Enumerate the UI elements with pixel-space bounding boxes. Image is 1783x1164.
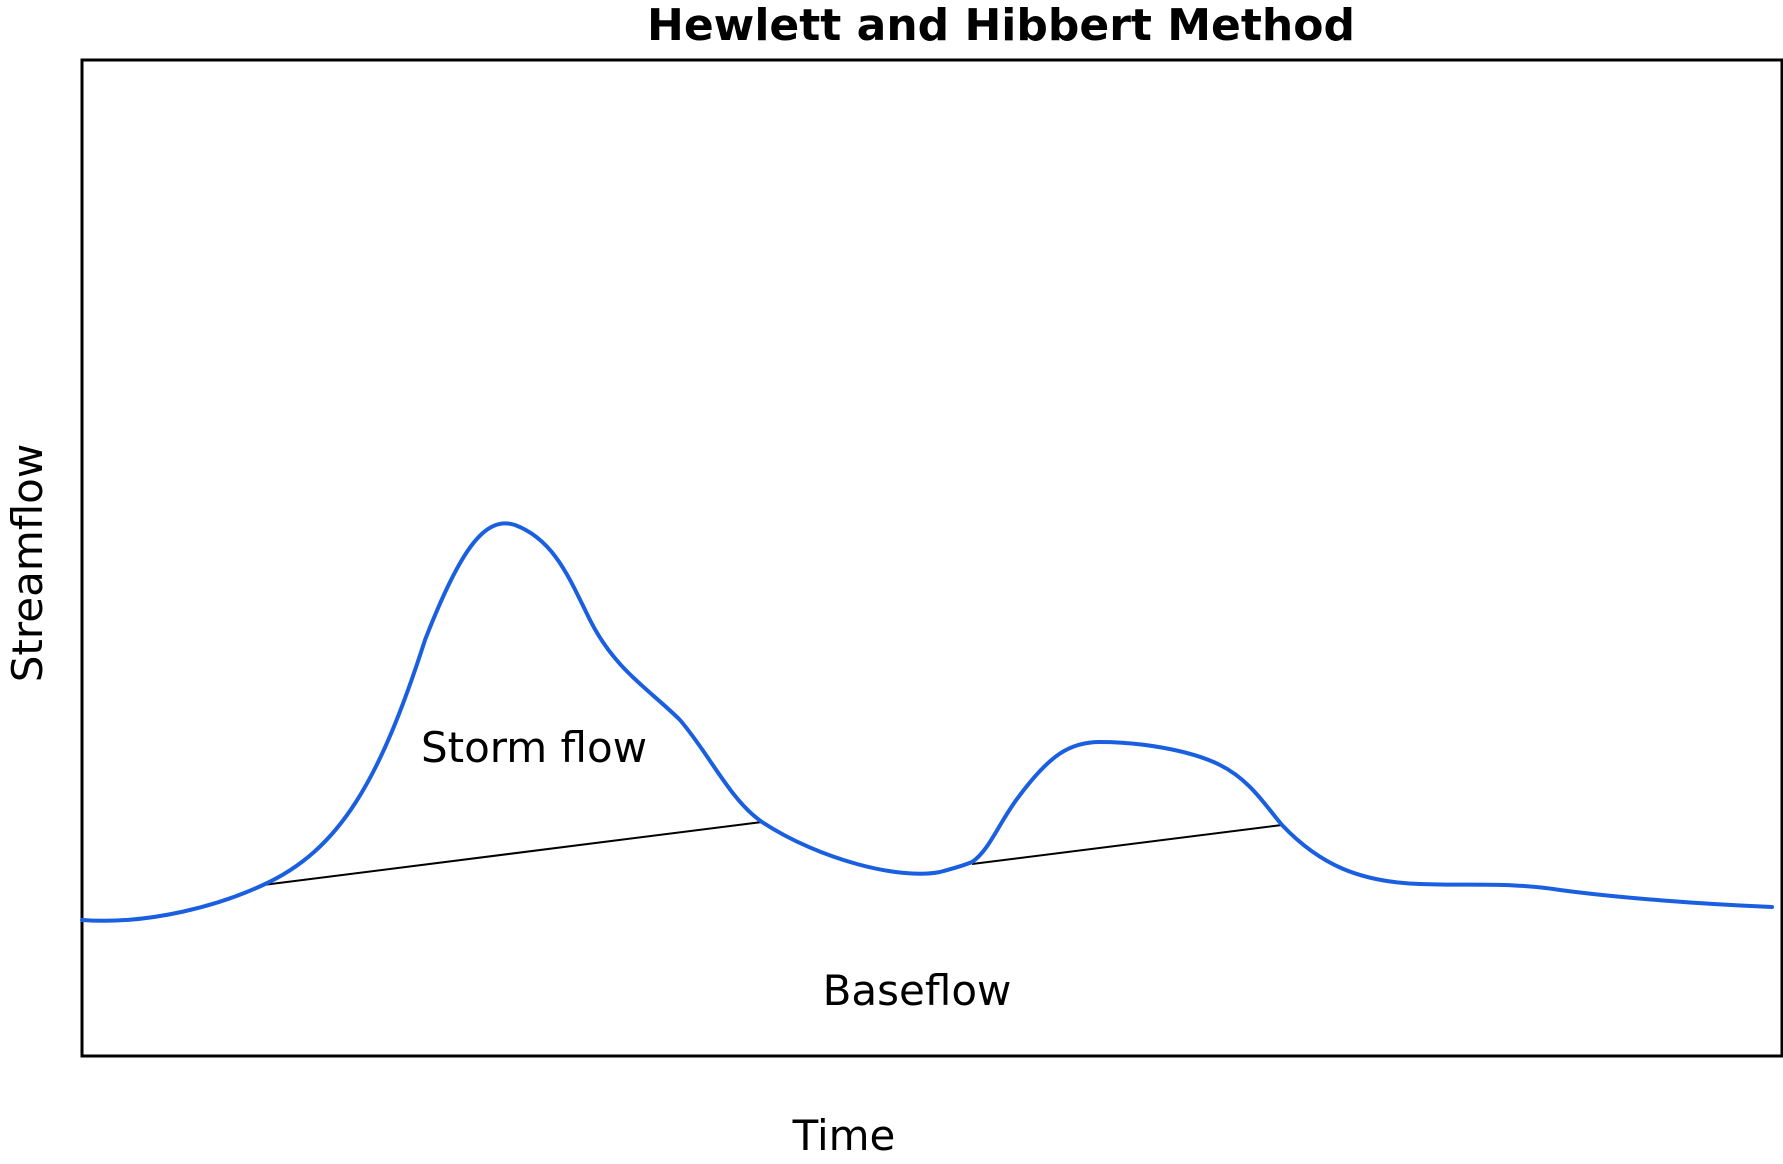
x-axis-label: Time (792, 1111, 896, 1160)
y-axis-label: Streamflow (3, 444, 52, 682)
baseflow-label: Baseflow (823, 966, 1012, 1015)
separation-line-event-1 (262, 821, 763, 886)
chart-title: Hewlett and Hibbert Method (647, 0, 1355, 51)
storm-flow-label: Storm flow (421, 723, 647, 772)
separation-line-event-2 (971, 824, 1283, 865)
hydrograph-curve (80, 521, 1774, 923)
plot-frame (80, 58, 1783, 1058)
